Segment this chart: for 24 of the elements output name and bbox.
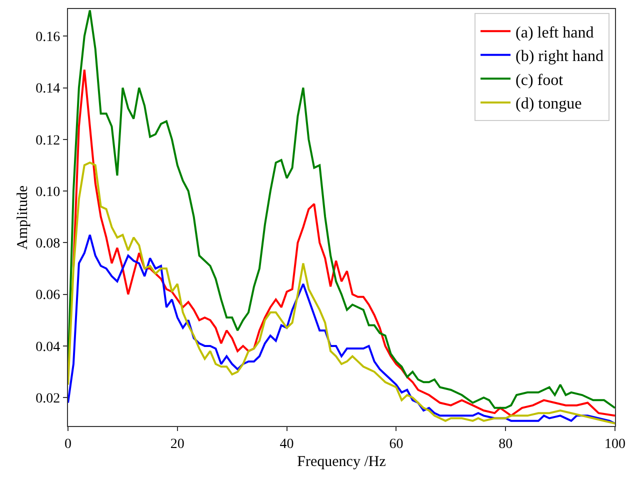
x-tick-label: 20 — [170, 436, 184, 452]
y-tick-label: 0.14 — [36, 82, 60, 97]
x-tick-label: 100 — [604, 436, 626, 452]
legend-label: (b) right hand — [516, 48, 604, 66]
legend-label: (c) foot — [516, 72, 564, 89]
legend-label: (a) left hand — [516, 24, 594, 42]
x-axis-title: Frequency /Hz — [297, 454, 386, 470]
y-axis-title: Amplitude — [14, 185, 31, 250]
x-tick-label: 80 — [498, 436, 513, 452]
y-tick-label: 0.08 — [36, 236, 60, 252]
y-tick-label: 0.16 — [36, 30, 60, 46]
y-tick-label: 0.06 — [36, 288, 60, 304]
x-tick-label: 60 — [389, 436, 404, 452]
line-series — [68, 234, 615, 424]
line-series — [72, 68, 615, 417]
line-series — [68, 162, 615, 424]
x-tick-label: 40 — [280, 436, 294, 452]
line-series — [68, 9, 615, 409]
y-tick-label: 0.12 — [36, 133, 60, 148]
y-tick-label: 0.02 — [36, 392, 60, 406]
x-tick-label: 0 — [64, 436, 72, 452]
y-tick-label: 0.04 — [36, 340, 60, 355]
legend-label: (d) tongue — [516, 96, 582, 113]
y-tick-label: 0.10 — [36, 184, 60, 200]
